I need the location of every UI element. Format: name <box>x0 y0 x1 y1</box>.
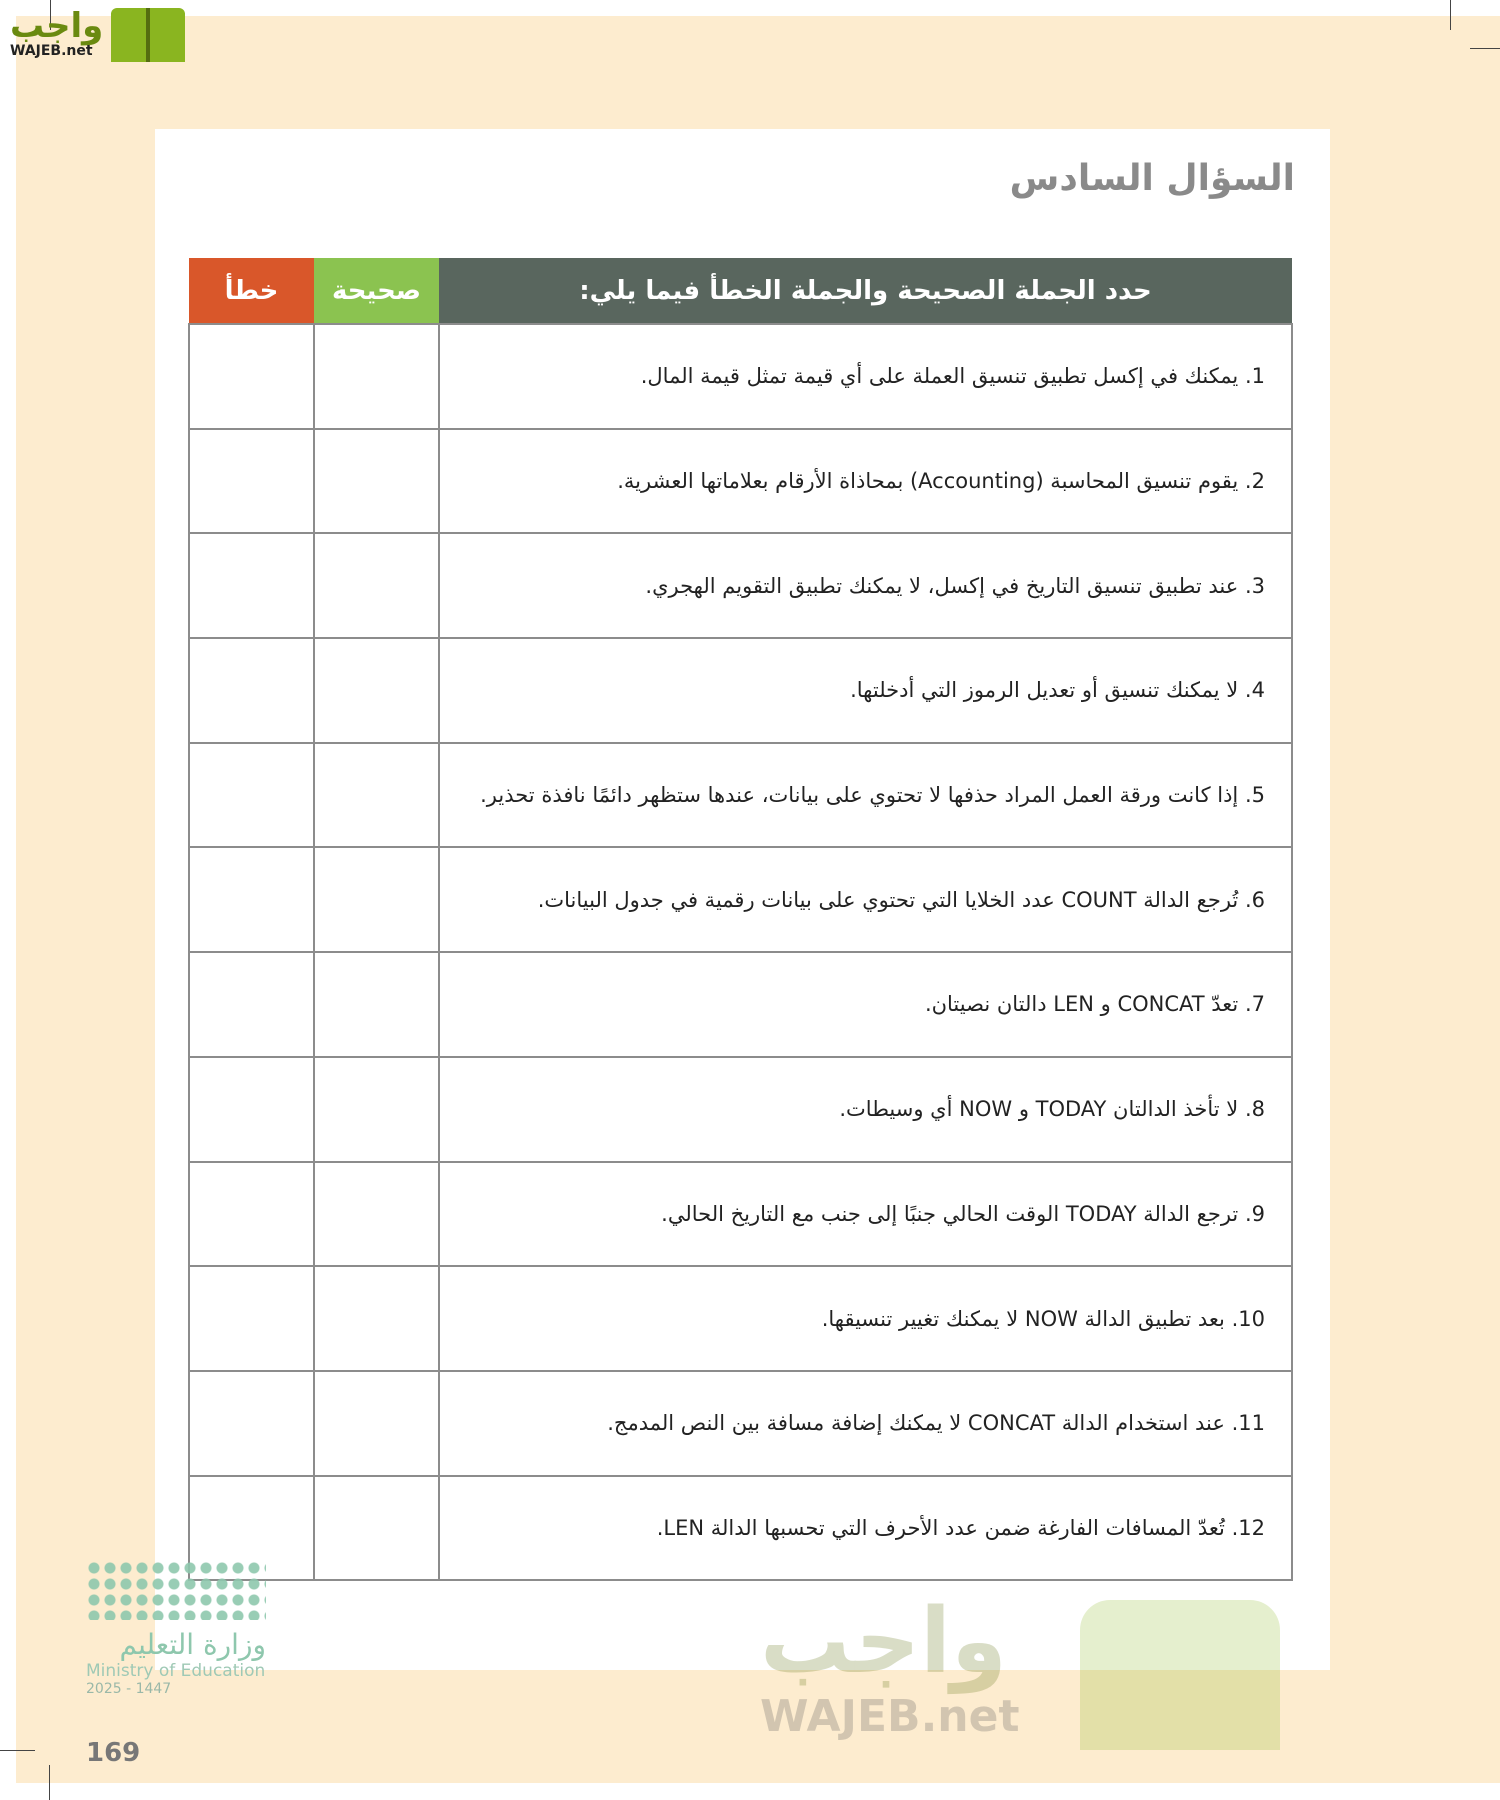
false-answer-cell[interactable] <box>188 1369 315 1477</box>
header-question: حدد الجملة الصحيحة والجملة الخطأ فيما يل… <box>439 258 1292 324</box>
watermark-latin: WAJEB.net <box>760 1691 1020 1742</box>
true-answer-cell[interactable] <box>313 1474 440 1582</box>
ministry-english: Ministry of Education <box>86 1661 266 1681</box>
logo-arabic: واجب <box>10 6 104 46</box>
watermark-book-icon <box>1080 1600 1280 1750</box>
table-row: 12. تُعدّ المسافات الفارغة ضمن عدد الأحر… <box>188 1474 1293 1582</box>
true-answer-cell[interactable] <box>313 532 440 640</box>
watermark-arabic: واجب <box>760 1589 1007 1694</box>
true-answer-cell[interactable] <box>313 1265 440 1372</box>
false-answer-cell[interactable] <box>188 1265 315 1372</box>
false-answer-cell[interactable] <box>188 846 315 954</box>
false-answer-cell[interactable] <box>188 1055 315 1163</box>
true-answer-cell[interactable] <box>313 846 440 954</box>
crop-mark <box>49 1765 50 1800</box>
true-answer-cell[interactable] <box>313 951 440 1058</box>
true-answer-cell[interactable] <box>313 1160 440 1268</box>
statement-cell: 1. يمكنك في إكسل تطبيق تنسيق العملة على … <box>438 323 1293 430</box>
false-answer-cell[interactable] <box>188 427 315 535</box>
table-row: 11. عند استخدام الدالة CONCAT لا يمكنك إ… <box>188 1369 1293 1477</box>
true-answer-cell[interactable] <box>313 637 440 744</box>
table-row: 8. لا تأخذ الدالتان TODAY و NOW أي وسيطا… <box>188 1055 1293 1163</box>
table-row: 4. لا يمكنك تنسيق أو تعديل الرموز التي أ… <box>188 637 1293 744</box>
table-row: 7. تعدّ CONCAT و LEN دالتان نصيتان. <box>188 951 1293 1058</box>
statement-cell: 7. تعدّ CONCAT و LEN دالتان نصيتان. <box>438 951 1293 1058</box>
true-answer-cell[interactable] <box>313 1369 440 1477</box>
statement-cell: 11. عند استخدام الدالة CONCAT لا يمكنك إ… <box>438 1369 1293 1477</box>
crop-mark <box>1470 48 1500 49</box>
crop-mark <box>50 0 51 30</box>
table-row: 1. يمكنك في إكسل تطبيق تنسيق العملة على … <box>188 323 1293 430</box>
crop-mark <box>0 1750 35 1751</box>
table-row: 2. يقوم تنسيق المحاسبة (Accounting) بمحا… <box>188 427 1293 535</box>
true-answer-cell[interactable] <box>313 427 440 535</box>
false-answer-cell[interactable] <box>188 532 315 640</box>
ministry-arabic: وزارة التعليم <box>119 1628 266 1661</box>
table-row: 6. تُرجع الدالة COUNT عدد الخلايا التي ت… <box>188 846 1293 954</box>
false-answer-cell[interactable] <box>188 951 315 1058</box>
page-title: السؤال السادس <box>1009 158 1295 199</box>
ministry-dots-icon <box>86 1560 266 1620</box>
page-number: 169 <box>86 1738 141 1768</box>
statement-cell: 12. تُعدّ المسافات الفارغة ضمن عدد الأحر… <box>438 1474 1293 1582</box>
table-row: 10. بعد تطبيق الدالة NOW لا يمكنك تغيير … <box>188 1265 1293 1372</box>
crop-mark <box>1450 0 1451 30</box>
book-icon <box>109 4 187 64</box>
statement-cell: 3. عند تطبيق تنسيق التاريخ في إكسل، لا ي… <box>438 532 1293 640</box>
ministry-year: 2025 - 1447 <box>86 1681 172 1697</box>
statement-cell: 9. ترجع الدالة TODAY الوقت الحالي جنبًا … <box>438 1160 1293 1268</box>
statement-cell: 8. لا تأخذ الدالتان TODAY و NOW أي وسيطا… <box>438 1055 1293 1163</box>
true-false-table: خطأ صحيحة حدد الجملة الصحيحة والجملة الخ… <box>188 258 1293 1582</box>
false-answer-cell[interactable] <box>188 637 315 744</box>
statement-cell: 6. تُرجع الدالة COUNT عدد الخلايا التي ت… <box>438 846 1293 954</box>
true-answer-cell[interactable] <box>313 323 440 430</box>
header-false: خطأ <box>189 258 314 324</box>
true-answer-cell[interactable] <box>313 741 440 849</box>
ministry-logo: وزارة التعليم Ministry of Education 2025… <box>86 1560 266 1697</box>
wajeb-logo: واجب WAJEB.net <box>10 4 187 64</box>
statement-cell: 2. يقوم تنسيق المحاسبة (Accounting) بمحا… <box>438 427 1293 535</box>
table-row: 5. إذا كانت ورقة العمل المراد حذفها لا ت… <box>188 741 1293 849</box>
table-row: 3. عند تطبيق تنسيق التاريخ في إكسل، لا ي… <box>188 532 1293 640</box>
header-true: صحيحة <box>314 258 439 324</box>
statement-cell: 5. إذا كانت ورقة العمل المراد حذفها لا ت… <box>438 741 1293 849</box>
statement-cell: 4. لا يمكنك تنسيق أو تعديل الرموز التي أ… <box>438 637 1293 744</box>
false-answer-cell[interactable] <box>188 1160 315 1268</box>
statement-cell: 10. بعد تطبيق الدالة NOW لا يمكنك تغيير … <box>438 1265 1293 1372</box>
watermark: واجب WAJEB.net <box>760 1592 1020 1742</box>
table-row: 9. ترجع الدالة TODAY الوقت الحالي جنبًا … <box>188 1160 1293 1268</box>
false-answer-cell[interactable] <box>188 741 315 849</box>
false-answer-cell[interactable] <box>188 323 315 430</box>
true-answer-cell[interactable] <box>313 1055 440 1163</box>
logo-latin: WAJEB.net <box>10 43 93 59</box>
